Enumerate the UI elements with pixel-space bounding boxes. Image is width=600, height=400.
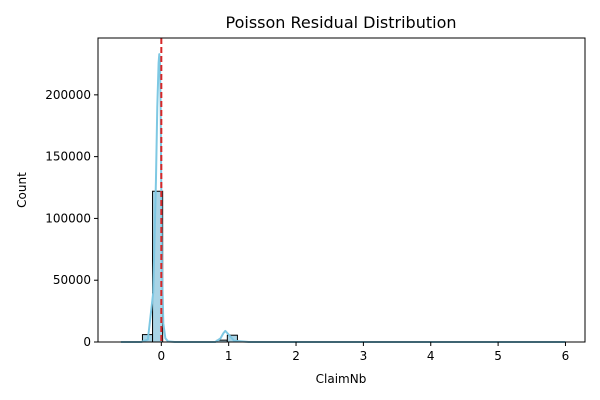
x-tick-label: 5 <box>494 349 502 363</box>
y-tick-label: 150000 <box>45 150 91 164</box>
x-tick-label: 4 <box>427 349 435 363</box>
x-tick-label: 6 <box>562 349 570 363</box>
x-tick-label: 0 <box>157 349 165 363</box>
y-tick-label: 50000 <box>53 273 91 287</box>
x-tick-label: 2 <box>292 349 300 363</box>
y-tick-label: 200000 <box>45 88 91 102</box>
chart-title: Poisson Residual Distribution <box>226 13 457 32</box>
x-axis-ticks: 0 1 2 3 4 5 6 <box>157 342 569 363</box>
y-axis-ticks: 0 50000 100000 150000 200000 <box>45 88 98 349</box>
y-axis-label: Count <box>15 172 29 208</box>
x-tick-label: 3 <box>360 349 368 363</box>
plot-frame <box>97 37 586 343</box>
y-tick-label: 0 <box>83 335 91 349</box>
x-axis-label: ClaimNb <box>316 372 367 386</box>
y-tick-label: 100000 <box>45 211 91 225</box>
x-tick-label: 1 <box>225 349 233 363</box>
